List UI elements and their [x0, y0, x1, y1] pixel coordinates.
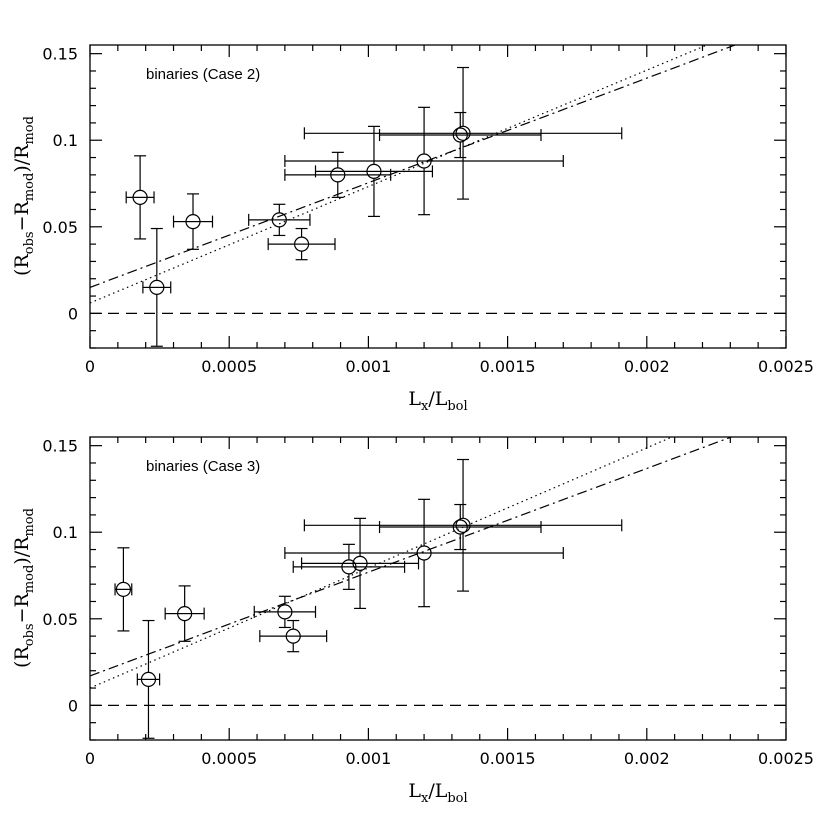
x-tick-label: 0.0005	[201, 749, 257, 768]
data-point	[164, 585, 205, 642]
data-point	[303, 458, 623, 592]
y-tick-labels: 0 0.05 0.1 0.15	[42, 437, 78, 716]
x-label-main: L	[408, 780, 421, 802]
x-tick-label: 0.0015	[480, 357, 536, 376]
y-tick-label: 0.05	[42, 218, 78, 237]
data-point	[300, 517, 420, 610]
fit-lines	[90, 45, 737, 304]
x-tick-label: 0.0005	[201, 357, 257, 376]
data-point	[248, 203, 311, 237]
x-tick-label: 0.001	[345, 749, 391, 768]
data-point	[314, 125, 434, 218]
y-label-open: (R	[11, 254, 33, 276]
x-label-sep: /L	[428, 780, 447, 802]
data-point	[259, 619, 328, 653]
y-label-sub-mod: mod	[22, 173, 37, 201]
fit-lines	[90, 437, 733, 689]
y-axis-label: (Robs−Rmod)/Rmod	[11, 116, 37, 276]
data-point	[284, 498, 564, 608]
y-label-mid: −R	[11, 200, 33, 231]
data-points	[114, 458, 623, 739]
x-tick-label: 0.0025	[758, 357, 814, 376]
y-tick-label: 0.15	[42, 437, 78, 456]
x-tick-label: 0.002	[624, 357, 670, 376]
fit-line-dotted	[90, 45, 709, 304]
y-label-close: )/R	[11, 536, 33, 565]
y-label-sub-obs: obs	[22, 231, 37, 254]
data-point	[114, 547, 133, 632]
y-axis-label: (Robs−Rmod)/Rmod	[11, 508, 37, 668]
y-label-sub-obs: obs	[22, 623, 37, 646]
data-point	[284, 106, 564, 216]
fit-line-dash-dot	[90, 437, 733, 677]
x-axis-label: Lx/Lbol	[408, 388, 467, 414]
x-tick-labels: 0 0.0005 0.001 0.0015 0.002 0.0025	[85, 749, 814, 768]
data-point	[125, 155, 155, 240]
plot-frame	[89, 436, 787, 741]
y-tick-label: 0	[68, 304, 78, 323]
y-label-sub-mod-2: mod	[22, 116, 37, 144]
data-point	[378, 111, 542, 159]
y-tick-label: 0.05	[42, 610, 78, 629]
x-tick-label: 0	[85, 357, 95, 376]
axis-ticks	[89, 45, 787, 349]
panel-case-3: 0 0.0005 0.001 0.0015 0.002 0.0025 0 0.05 0.1 0.…	[11, 436, 814, 806]
data-point	[172, 193, 214, 250]
x-tick-labels: 0 0.0005 0.001 0.0015 0.002 0.0025	[85, 357, 814, 376]
data-point	[378, 503, 542, 551]
y-tick-labels: 0 0.05 0.1 0.15	[42, 45, 78, 324]
data-point	[284, 151, 392, 198]
x-label-sub-x: x	[421, 791, 429, 806]
y-tick-label: 0	[68, 696, 78, 715]
x-label-sub-bol: bol	[447, 399, 467, 414]
data-point	[292, 543, 406, 590]
y-label-sub-mod: mod	[22, 565, 37, 593]
plot-frame	[89, 44, 787, 349]
data-point	[136, 619, 161, 739]
x-label-main: L	[408, 388, 421, 410]
x-label-sub-bol: bol	[447, 791, 467, 806]
y-tick-label: 0.1	[53, 131, 78, 150]
fit-line-dotted	[90, 437, 674, 689]
y-label-sub-mod-2: mod	[22, 508, 37, 536]
y-tick-label: 0.1	[53, 523, 78, 542]
x-tick-label: 0	[85, 749, 95, 768]
data-point	[253, 595, 317, 629]
panel-annotation: binaries (Case 2)	[146, 66, 260, 83]
x-tick-label: 0.001	[345, 357, 391, 376]
data-point	[142, 227, 172, 347]
y-label-close: )/R	[11, 144, 33, 173]
x-label-sub-x: x	[421, 399, 429, 414]
y-label-mid: −R	[11, 592, 33, 623]
data-point	[303, 66, 623, 200]
x-axis-label: Lx/Lbol	[408, 780, 467, 806]
x-tick-label: 0.0025	[758, 749, 814, 768]
panel-case-2: 0 0.0005 0.001 0.0015 0.002 0.0025 0 0.05 0.1 0.…	[11, 44, 814, 414]
data-point	[267, 227, 336, 261]
panel-annotation: binaries (Case 3)	[146, 458, 260, 475]
y-tick-label: 0.15	[42, 45, 78, 64]
x-tick-label: 0.0015	[480, 749, 536, 768]
data-points	[125, 66, 623, 347]
x-tick-label: 0.002	[624, 749, 670, 768]
x-label-sep: /L	[428, 388, 447, 410]
fit-line-dash-dot	[90, 45, 737, 288]
axis-ticks	[89, 437, 787, 741]
y-label-open: (R	[11, 646, 33, 668]
